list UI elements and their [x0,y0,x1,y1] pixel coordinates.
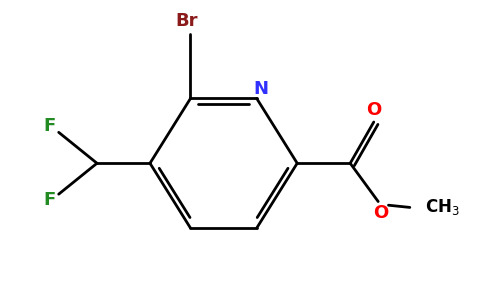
Text: CH$_3$: CH$_3$ [424,197,459,218]
Text: O: O [373,204,388,222]
Text: Br: Br [176,12,198,30]
Text: F: F [44,117,56,135]
Text: N: N [253,80,268,98]
Text: F: F [44,191,56,209]
Text: O: O [366,100,381,118]
